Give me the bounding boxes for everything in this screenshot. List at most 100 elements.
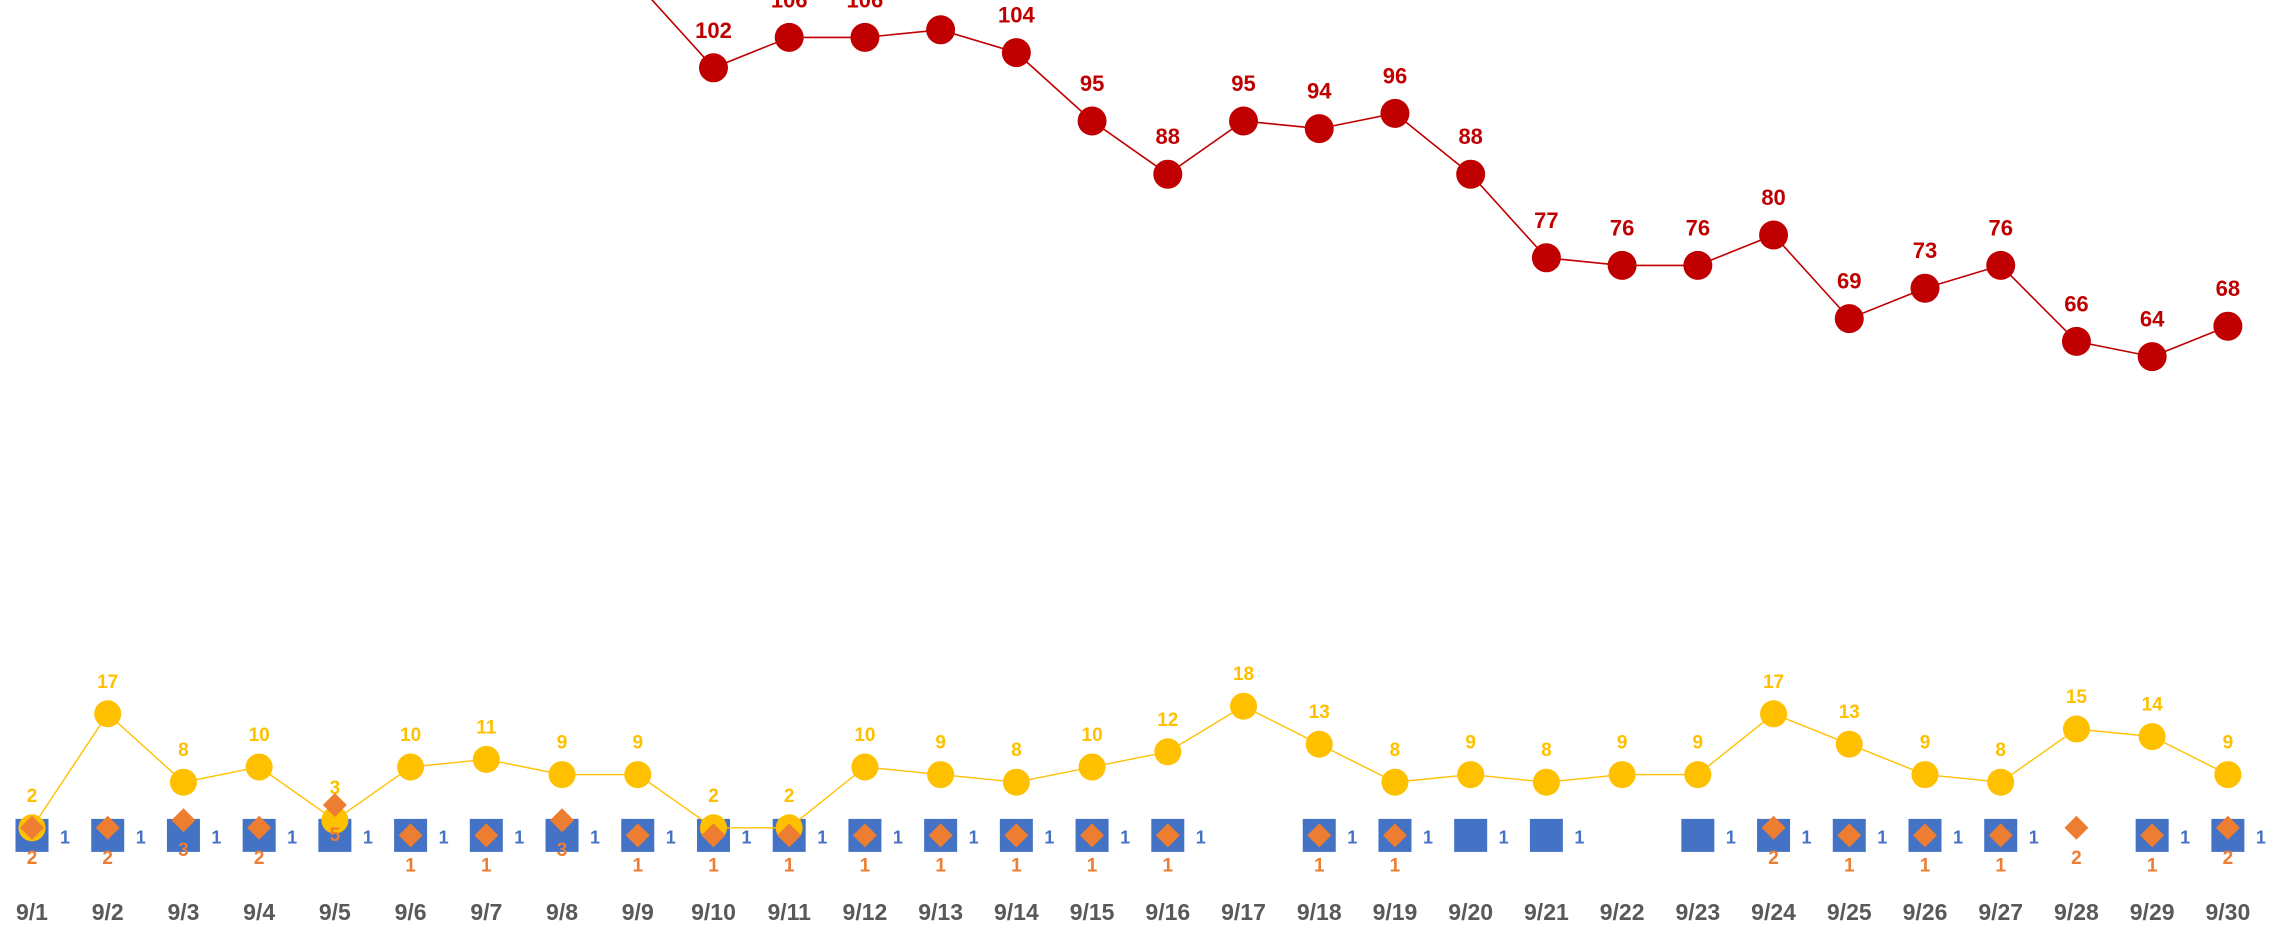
data-label: 17 — [1763, 672, 1784, 693]
data-label: 1 — [2029, 827, 2039, 847]
data-point — [1457, 761, 1485, 789]
data-label: 9 — [1617, 733, 1628, 754]
data-point — [2140, 823, 2165, 848]
data-label: 1 — [1802, 827, 1812, 847]
data-point — [1456, 159, 1486, 189]
data-label: 1 — [1347, 827, 1357, 847]
data-label: 1 — [708, 855, 719, 876]
data-point — [2138, 723, 2166, 751]
data-label: 69 — [1837, 269, 1861, 294]
data-point — [1229, 106, 1259, 136]
data-point — [1077, 106, 1107, 136]
data-label: 8 — [178, 740, 189, 761]
data-label: 1 — [1196, 827, 1206, 847]
data-point — [2137, 342, 2167, 372]
data-point — [321, 806, 349, 834]
data-point — [474, 823, 499, 848]
data-label: 1 — [405, 855, 416, 876]
data-label: 1 — [1726, 827, 1736, 847]
data-label: 9 — [1920, 733, 1931, 754]
data-label: 9 — [2223, 733, 2234, 754]
data-label: 1 — [1120, 827, 1130, 847]
x-tick-label: 9/20 — [1448, 899, 1493, 925]
data-label: 1 — [1877, 827, 1887, 847]
data-point — [1381, 768, 1409, 796]
data-label: 9 — [1465, 733, 1476, 754]
data-point — [1759, 220, 1789, 250]
data-point — [1760, 700, 1788, 728]
data-label: 2 — [102, 848, 113, 869]
data-label: 1 — [1423, 827, 1433, 847]
data-point — [2064, 815, 2089, 840]
data-label: 80 — [1761, 185, 1785, 210]
data-point — [1004, 823, 1029, 848]
data-point — [2213, 311, 2243, 341]
data-label: 1 — [287, 827, 297, 847]
data-label: 107 — [922, 0, 959, 5]
data-label: 9 — [632, 733, 643, 754]
data-point — [2062, 715, 2090, 743]
data-point — [247, 815, 272, 840]
data-point — [1230, 692, 1258, 720]
data-label: 1 — [439, 827, 449, 847]
data-point — [1382, 823, 1407, 848]
data-label: 17 — [97, 672, 118, 693]
data-label: 1 — [2180, 827, 2190, 847]
data-point — [1307, 823, 1332, 848]
x-tick-label: 9/1 — [16, 899, 48, 925]
data-label: 94 — [1307, 79, 1332, 104]
data-label: 1 — [1163, 855, 1174, 876]
data-label: 1 — [363, 827, 373, 847]
series-orange: 2 2 3 2 5 1 1 3 1 1 1 1 1 1 1 1 1 1 2 1 1 1 2 1 2 — [20, 793, 2240, 876]
data-point — [1002, 768, 1030, 796]
data-label: 2 — [1768, 848, 1779, 869]
x-tick-label: 9/24 — [1751, 899, 1796, 925]
data-label: 106 — [771, 0, 808, 12]
data-point — [472, 745, 500, 773]
data-point — [1304, 114, 1334, 144]
data-label: 12 — [1157, 710, 1178, 731]
data-label: 1 — [1953, 827, 1963, 847]
data-label: 102 — [695, 18, 732, 43]
data-label: 1 — [935, 855, 946, 876]
data-point — [1454, 818, 1488, 852]
data-point — [1683, 250, 1713, 280]
data-label: 1 — [1844, 855, 1855, 876]
data-point — [926, 15, 956, 45]
data-point — [1988, 823, 2013, 848]
data-point — [245, 753, 273, 781]
x-tick-label: 9/9 — [622, 899, 654, 925]
data-point — [1835, 730, 1863, 758]
data-point — [1531, 243, 1561, 273]
data-label: 1 — [1087, 855, 1098, 876]
data-point — [95, 815, 120, 840]
data-point — [397, 753, 425, 781]
data-label: 88 — [1458, 124, 1482, 149]
data-label: 1 — [666, 827, 676, 847]
data-label: 1 — [632, 855, 643, 876]
data-label: 10 — [400, 725, 421, 746]
data-label: 8 — [1011, 740, 1022, 761]
data-point — [1607, 250, 1637, 280]
data-point — [774, 22, 804, 52]
data-point — [550, 808, 575, 833]
x-tick-label: 9/17 — [1221, 899, 1266, 925]
data-point — [1911, 761, 1939, 789]
data-point — [1380, 98, 1410, 128]
data-point — [1154, 738, 1182, 766]
series-line-red — [651, 0, 2229, 358]
data-label: 8 — [1541, 740, 1552, 761]
x-tick-label: 9/2 — [92, 899, 124, 925]
series-line-yellow — [31, 705, 2229, 829]
data-point — [2061, 326, 2091, 356]
data-label: 88 — [1156, 124, 1180, 149]
data-label: 8 — [1390, 740, 1401, 761]
data-label: 64 — [2140, 307, 2165, 332]
data-label: 1 — [2256, 827, 2266, 847]
data-point — [548, 761, 576, 789]
x-tick-label: 9/28 — [2054, 899, 2099, 925]
x-tick-label: 9/27 — [1978, 899, 2023, 925]
x-tick-label: 9/21 — [1524, 899, 1569, 925]
data-label: 10 — [1082, 725, 1103, 746]
data-point — [169, 768, 197, 796]
